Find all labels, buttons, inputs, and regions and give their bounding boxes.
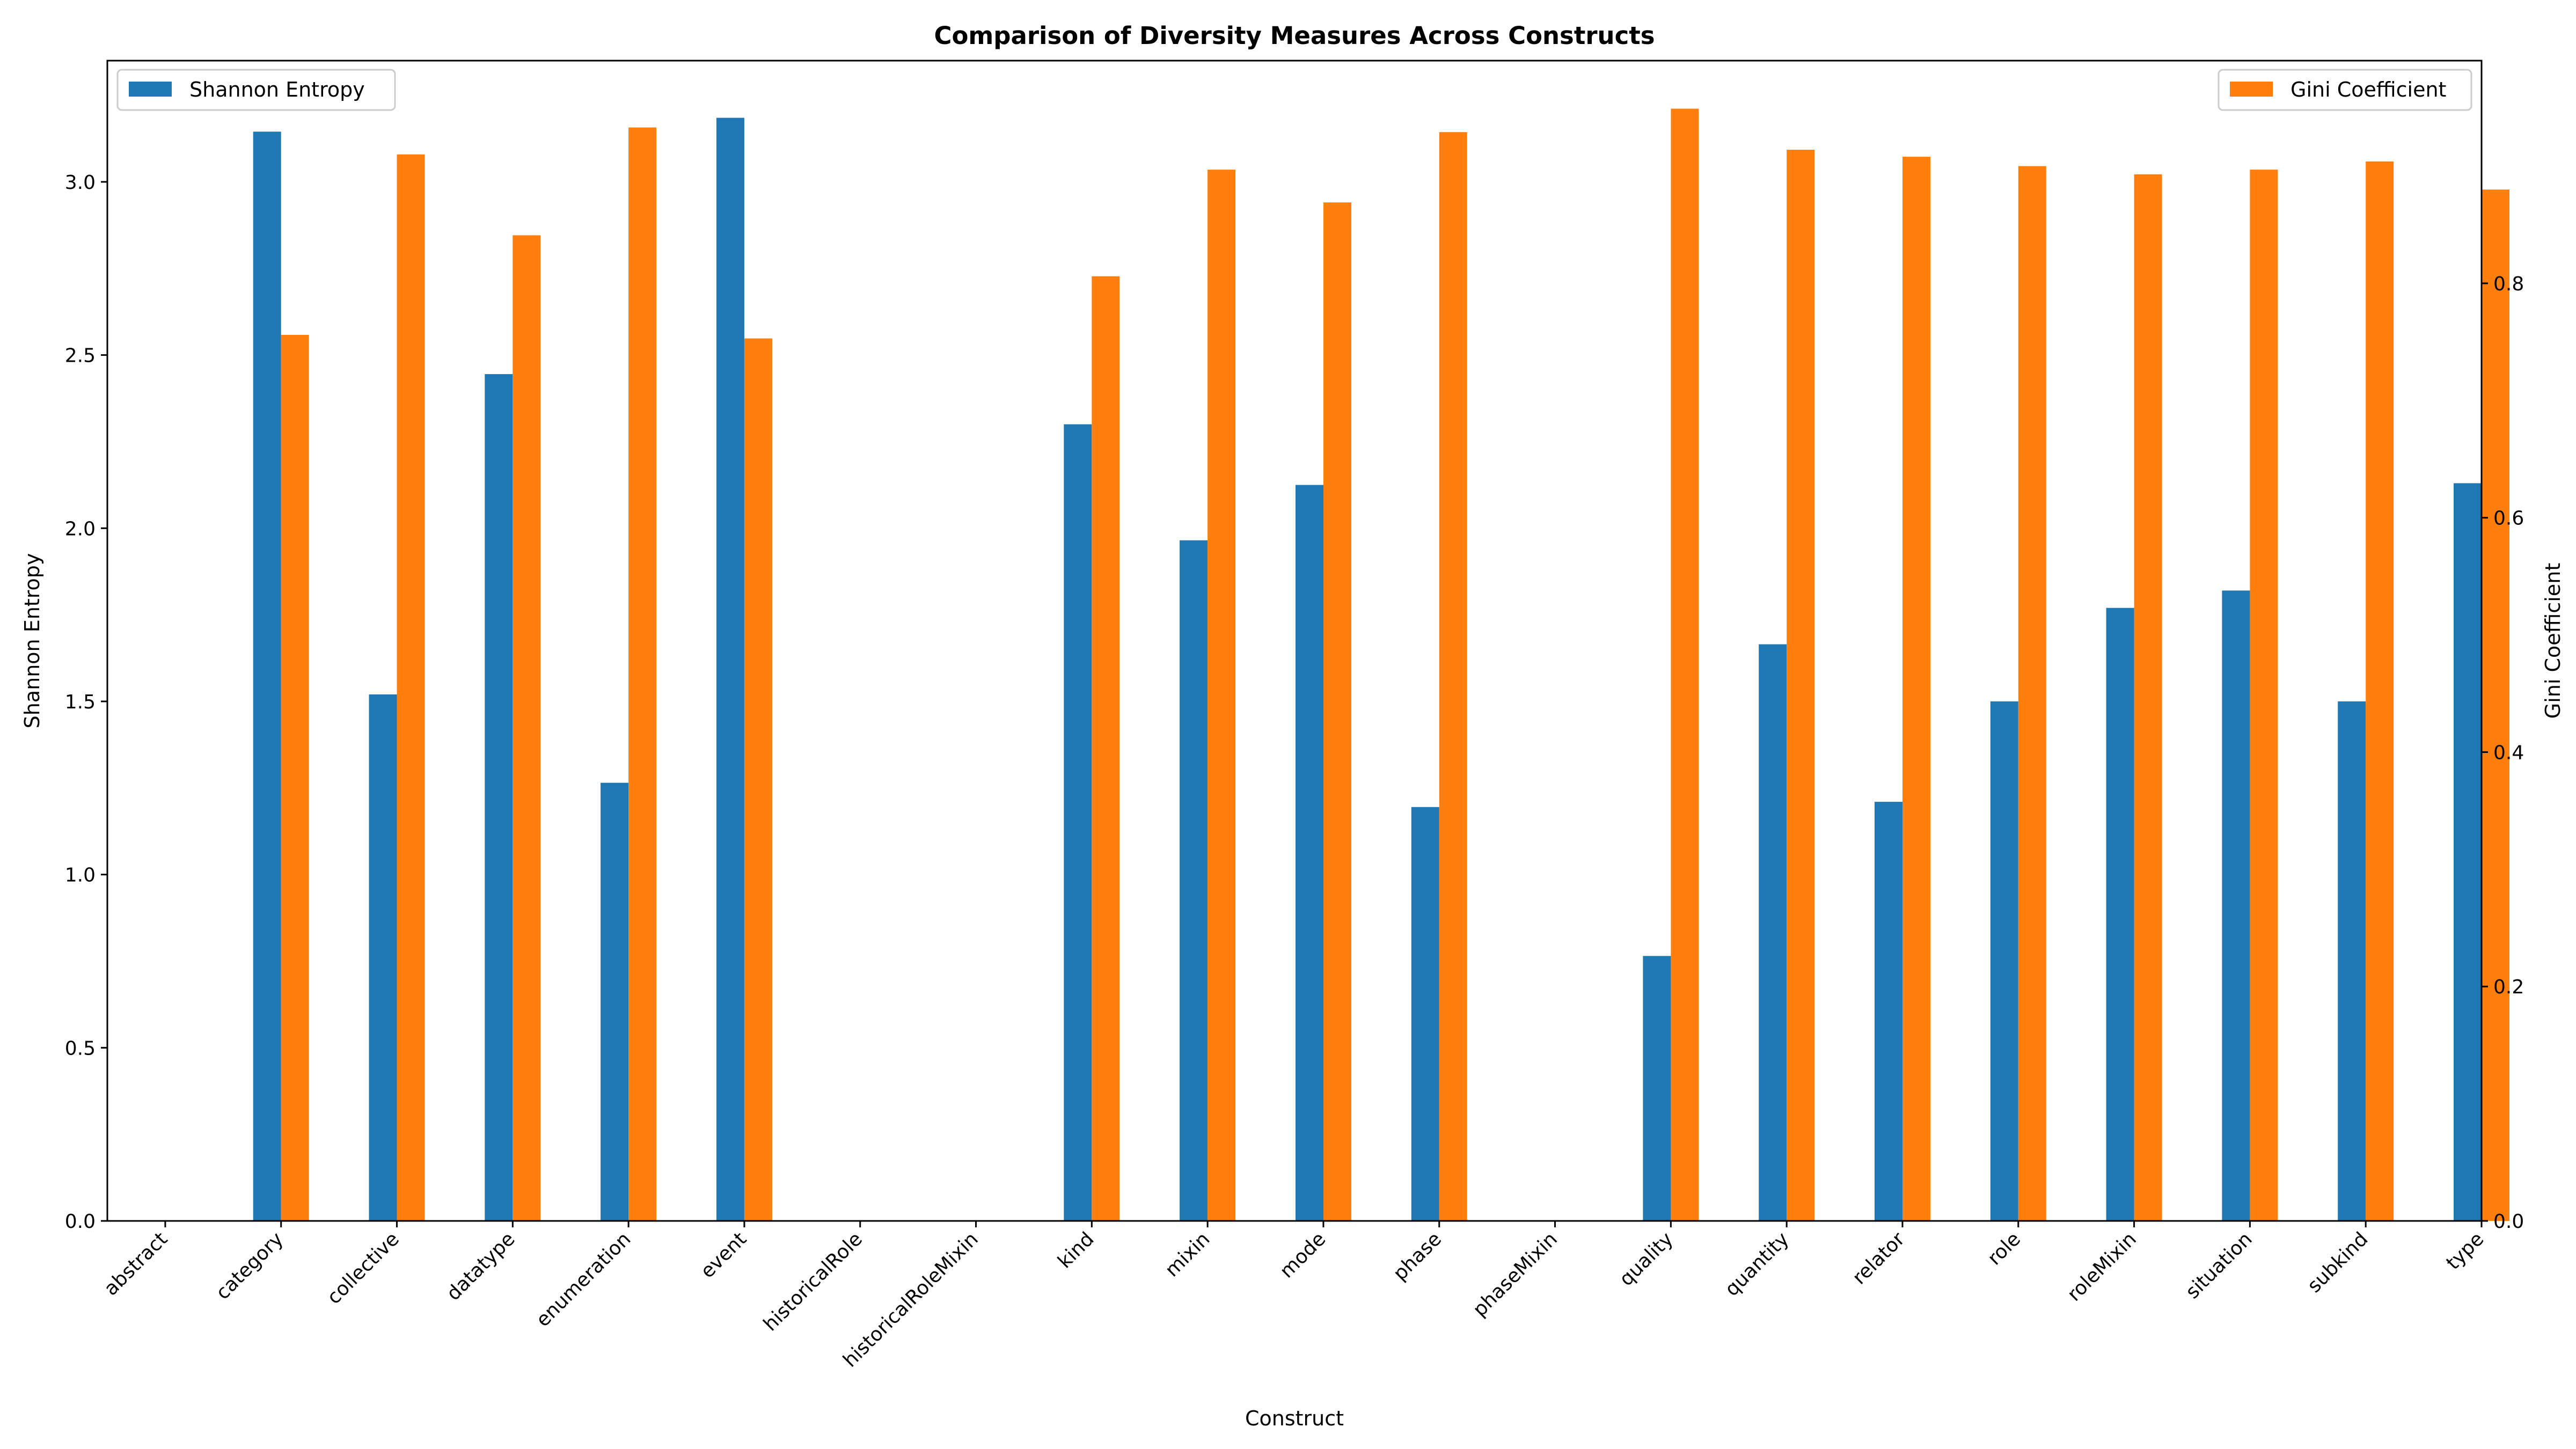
bar-shannon-quantity — [1759, 644, 1787, 1221]
y-tick-label-left: 2.0 — [65, 518, 96, 540]
bar-shannon-subkind — [2338, 701, 2366, 1221]
y-axis-label-right: Gini Coefficient — [2541, 563, 2565, 719]
legend-gini-box — [2218, 69, 2472, 111]
bar-shannon-quality — [1643, 956, 1671, 1221]
y-tick-label-left: 1.0 — [65, 865, 96, 887]
bar-gini-relator — [1902, 157, 1930, 1221]
y-axis-label-left: Shannon Entropy — [20, 553, 44, 729]
bar-gini-phase — [1439, 132, 1467, 1221]
plot-frame — [106, 60, 2483, 1222]
legend-shannon-box — [116, 69, 396, 111]
legend-gini-label: Gini Coefficient — [2290, 78, 2446, 101]
y-tick-label-left: 2.5 — [65, 345, 96, 367]
bar-gini-quality — [1671, 108, 1699, 1221]
bar-gini-role — [2018, 166, 2046, 1221]
y-tick-label-left: 0.0 — [65, 1211, 96, 1233]
legend-gini: Gini Coefficient — [2218, 69, 2472, 111]
bar-gini-mixin — [1208, 170, 1236, 1221]
legend-shannon-label: Shannon Entropy — [189, 78, 365, 101]
bar-gini-collective — [397, 154, 425, 1221]
bar-shannon-event — [716, 118, 744, 1221]
bar-shannon-role — [1990, 701, 2018, 1221]
bar-shannon-type — [2454, 483, 2482, 1221]
bar-shannon-roleMixin — [2106, 608, 2134, 1221]
bar-shannon-collective — [369, 694, 397, 1221]
y-tick-label-right: 0.4 — [2493, 742, 2524, 764]
bar-gini-type — [2482, 189, 2509, 1221]
y-tick-label-left: 1.5 — [65, 691, 96, 713]
bar-gini-quantity — [1787, 150, 1815, 1221]
legend-gini-swatch — [2230, 82, 2273, 97]
bars-layer — [253, 108, 2509, 1221]
bar-gini-mode — [1323, 202, 1351, 1221]
chart-title: Comparison of Diversity Measures Across … — [934, 21, 1655, 50]
bar-gini-event — [744, 338, 772, 1221]
bar-gini-enumeration — [628, 127, 657, 1221]
y-tick-label-right: 0.8 — [2493, 273, 2524, 295]
y-tick-label-right: 0.2 — [2493, 976, 2524, 998]
y-tick-label-left: 0.5 — [65, 1037, 96, 1059]
y-tick-label-right: 0.0 — [2493, 1211, 2524, 1233]
bar-gini-subkind — [2366, 161, 2394, 1221]
bar-gini-situation — [2250, 170, 2278, 1221]
bar-gini-category — [281, 335, 309, 1221]
bar-shannon-phase — [1411, 807, 1439, 1221]
bar-shannon-mode — [1296, 485, 1323, 1221]
bar-shannon-enumeration — [601, 782, 629, 1221]
legend-shannon: Shannon Entropy — [116, 69, 396, 111]
bar-shannon-relator — [1875, 802, 1902, 1221]
y-tick-label-left: 3.0 — [65, 172, 96, 194]
x-axis-label: Construct — [1245, 1407, 1344, 1430]
bar-shannon-mixin — [1180, 540, 1208, 1221]
y-tick-label-right: 0.6 — [2493, 508, 2524, 530]
bar-shannon-kind — [1064, 424, 1092, 1221]
bar-shannon-situation — [2222, 590, 2250, 1221]
bar-shannon-category — [253, 131, 281, 1221]
bar-gini-kind — [1092, 276, 1120, 1221]
bar-shannon-datatype — [485, 374, 513, 1221]
bar-gini-roleMixin — [2134, 174, 2162, 1221]
bar-gini-datatype — [513, 235, 541, 1221]
legend-shannon-swatch — [129, 82, 172, 97]
